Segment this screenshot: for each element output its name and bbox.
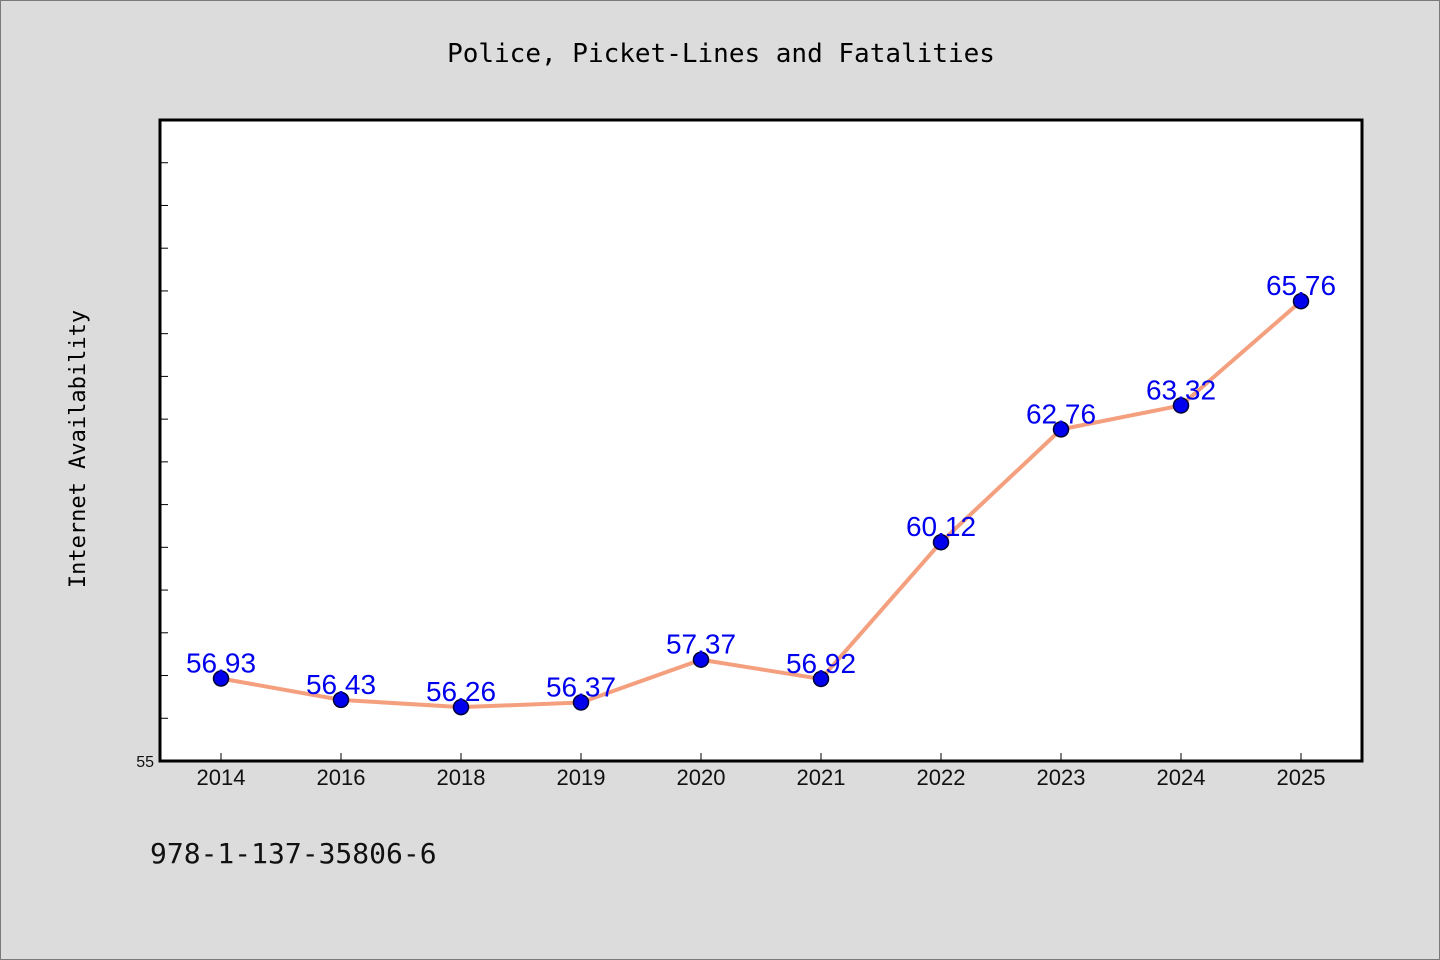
y-axis-ticks: 55 bbox=[136, 162, 168, 771]
chart-title: Police, Picket-Lines and Fatalities bbox=[447, 39, 995, 69]
data-point bbox=[1172, 397, 1190, 414]
data-label: 56.37 bbox=[546, 671, 616, 702]
y-axis-label: Internet Availability bbox=[66, 310, 91, 588]
x-tick-label: 2025 bbox=[1277, 765, 1326, 790]
x-tick-label: 2020 bbox=[677, 765, 726, 790]
x-tick-label: 2023 bbox=[1037, 765, 1086, 790]
plot-area bbox=[158, 118, 1364, 763]
data-label: 62.76 bbox=[1026, 398, 1096, 429]
data-label: 56.26 bbox=[426, 676, 496, 707]
data-label: 56.92 bbox=[786, 648, 856, 679]
data-point bbox=[932, 533, 950, 551]
data-label: 56.43 bbox=[306, 669, 376, 700]
x-tick-label: 2019 bbox=[557, 765, 606, 790]
x-tick-label: 2016 bbox=[317, 765, 366, 790]
y-tick-label: 55 bbox=[136, 754, 154, 771]
data-label: 57.37 bbox=[666, 629, 736, 660]
data-label: 60.12 bbox=[906, 511, 976, 542]
data-point bbox=[572, 694, 590, 711]
data-label: 63.32 bbox=[1146, 374, 1216, 405]
data-label: 65.76 bbox=[1266, 270, 1336, 301]
data-point bbox=[332, 691, 350, 709]
data-label: 56.93 bbox=[186, 648, 256, 679]
data-point bbox=[1052, 421, 1070, 438]
x-tick-label: 2018 bbox=[437, 765, 486, 790]
data-point bbox=[212, 670, 230, 687]
series-line bbox=[219, 299, 1303, 710]
data-point bbox=[692, 651, 710, 668]
x-tick-label: 2022 bbox=[917, 765, 966, 790]
data-point bbox=[452, 698, 470, 716]
x-tick-label: 2021 bbox=[797, 765, 846, 790]
isbn-text: 978-1-137-35806-6 bbox=[150, 837, 437, 870]
x-axis-ticks: 2014 2016 2018 2019 2020 2021 2022 2023 2024 2025 bbox=[197, 753, 1326, 790]
series-group: 56.93 56.43 56.26 56.37 57.37 56.92 60.12 62.76… bbox=[186, 270, 1336, 716]
data-point bbox=[1292, 292, 1310, 310]
data-point bbox=[812, 670, 830, 688]
x-tick-label: 2014 bbox=[197, 765, 246, 790]
x-tick-label: 2024 bbox=[1157, 765, 1206, 790]
